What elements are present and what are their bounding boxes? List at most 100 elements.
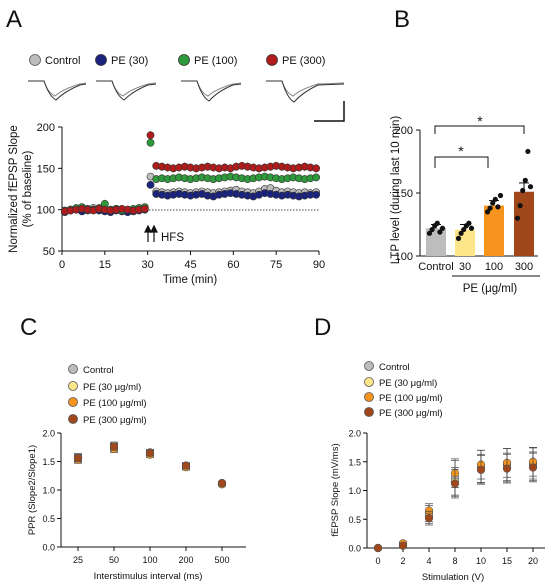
chart-c-point-pe-300-g-ml <box>181 461 191 470</box>
chart-a-y-tick-label: 50 <box>43 246 55 258</box>
chart-a-x-tick-label: 15 <box>99 259 111 271</box>
chart-b-bars <box>426 148 534 256</box>
chart-b-point <box>461 226 467 233</box>
chart-b-point <box>490 200 496 206</box>
panel-label-d: D <box>314 314 331 341</box>
chart-c-y-tick-label: 0.0 <box>42 543 55 553</box>
chart-a-point-pe-30 <box>312 190 321 199</box>
legend-a-marker-pe100 <box>178 54 190 66</box>
chart-b-point <box>497 192 504 199</box>
chart-a-x-label: Time (min) <box>163 274 218 286</box>
legend-a-label-pe100: PE (100) <box>194 55 237 67</box>
legend-c-label-pe300: PE (300 μg/ml) <box>83 415 147 426</box>
chart-c-x-tick-label: 500 <box>214 555 229 565</box>
chart-a-x-tick-label: 75 <box>270 259 282 271</box>
chart-b-point <box>525 148 531 155</box>
legend-a-marker-pe300 <box>266 54 278 66</box>
chart-c-x-label: Interstimulus interval (ms) <box>94 571 203 582</box>
chart-c-y-tick-label: 0.5 <box>42 514 55 524</box>
chart-b-x-tick-label: 100 <box>485 261 503 273</box>
chart-d-point-pe-300-g-ml <box>398 541 408 550</box>
legend-d: Control PE (30 μg/ml) PE (100 μg/ml) PE … <box>364 361 443 419</box>
chart-a-point-pe-100 <box>146 138 155 147</box>
chart-d-x-tick-label: 0 <box>375 556 380 566</box>
chart-d-x-tick-label: 10 <box>476 556 486 566</box>
legend-d-label-pe300: PE (300 μg/ml) <box>379 408 443 419</box>
chart-d-x-tick-label: 20 <box>528 556 538 566</box>
chart-d-y-tick-label: 1.5 <box>348 457 361 467</box>
chart-d-x-tick-label: 8 <box>452 556 457 566</box>
chart-b-sig-bracket-1 <box>434 156 489 168</box>
sample-traces <box>28 80 345 122</box>
chart-d-x-tick-label: 2 <box>400 556 405 566</box>
scale-bar <box>314 101 345 122</box>
hfs-arrows <box>144 224 158 242</box>
chart-d-point-pe-300-g-ml <box>528 463 538 472</box>
chart-a: 50 100 150 200 0 15 30 45 60 75 90 Time (min) Nor… <box>8 122 325 286</box>
chart-c-y-ticks: 0.0 0.5 1.0 1.5 2.0 <box>42 429 61 553</box>
trace-pe30-ltp <box>96 80 157 101</box>
chart-c-x-tick-label: 200 <box>178 555 193 565</box>
chart-b-point <box>487 205 493 211</box>
hfs-label: HFS <box>161 232 184 244</box>
chart-b-x-tick-label: 300 <box>515 261 533 273</box>
chart-d-y-ticks: 0.0 0.5 1.0 1.5 2.0 <box>348 429 367 554</box>
legend-d-marker-control <box>364 361 374 371</box>
chart-b-x-tick-label: Control <box>418 261 453 273</box>
panel-label-c: C <box>20 314 37 341</box>
chart-c-x-ticks: 25 50 100 200 500 <box>73 547 230 565</box>
chart-c-point-pe-300-g-ml <box>109 442 119 451</box>
legend-d-marker-pe30 <box>364 377 374 387</box>
chart-b-x-tick-label: 30 <box>459 261 471 273</box>
chart-d-x-label: Stimulation (V) <box>422 572 484 583</box>
chart-b-bar <box>484 205 504 256</box>
chart-d-x-tick-label: 4 <box>426 556 431 566</box>
chart-a-point-pe-300 <box>312 164 321 173</box>
chart-a-y-tick-label: 150 <box>37 163 55 175</box>
trace-pe300-baseline <box>266 80 345 97</box>
chart-b-point <box>495 204 501 210</box>
legend-c-marker-pe30 <box>68 381 78 391</box>
legend-d-label-pe100: PE (100 μg/ml) <box>379 393 443 404</box>
chart-c-points <box>73 441 227 489</box>
trace-control-baseline <box>28 80 87 97</box>
chart-b-y-label: LTP level (during last 10 min) <box>390 116 402 265</box>
chart-d-y-label: fEPSP Slope (mV/ms) <box>330 443 341 536</box>
chart-c-x-tick-label: 50 <box>109 555 119 565</box>
chart-b-point <box>484 209 491 215</box>
chart-d-y-tick-label: 2.0 <box>348 429 361 439</box>
legend-a-label-pe30: PE (30) <box>111 55 148 67</box>
chart-b-y-ticks: 100 150 200 <box>395 125 420 263</box>
chart-b-point <box>492 196 498 202</box>
chart-b-x-ticks: Control 30 100 300 <box>418 261 533 273</box>
chart-b-point <box>514 215 521 221</box>
chart-b-point <box>429 226 435 233</box>
chart-d-y-tick-label: 1.0 <box>348 486 361 496</box>
chart-d-x-tick-label: 15 <box>502 556 512 566</box>
chart-b-point <box>455 235 462 241</box>
chart-b-group-label: PE (μg/ml) <box>463 283 518 295</box>
legend-a-marker-control <box>29 54 41 66</box>
chart-a-y-label-line1: Normalized fEPSP Slope <box>8 125 20 253</box>
chart-d-point-pe-300-g-ml <box>450 479 460 488</box>
trace-pe30-baseline <box>96 80 157 97</box>
chart-b-point <box>466 220 472 226</box>
chart-b-sig-star-1: * <box>458 143 464 159</box>
chart-a-x-tick-label: 0 <box>59 259 65 271</box>
legend-a-marker-pe30 <box>95 54 107 66</box>
chart-b-y-tick-label: 100 <box>395 251 413 263</box>
legend-a: Control PE (30) PE (100) PE (300) <box>29 54 325 67</box>
legend-c-label-pe30: PE (30 μg/ml) <box>83 382 141 393</box>
chart-c-point-pe-300-g-ml <box>217 479 227 488</box>
chart-a-point-pe-300 <box>146 131 155 140</box>
trace-pe100-baseline <box>181 80 242 97</box>
chart-d-point-pe-300-g-ml <box>373 543 383 553</box>
chart-d: Control PE (30 μg/ml) PE (100 μg/ml) PE … <box>330 361 545 583</box>
chart-d-point-pe-300-g-ml <box>424 513 434 523</box>
chart-b-point <box>437 229 443 235</box>
chart-c-y-tick-label: 1.0 <box>42 486 55 496</box>
chart-d-point-pe-300-g-ml <box>476 465 486 474</box>
chart-b-point <box>439 225 446 231</box>
chart-b-sig-bracket-2 <box>434 125 525 134</box>
